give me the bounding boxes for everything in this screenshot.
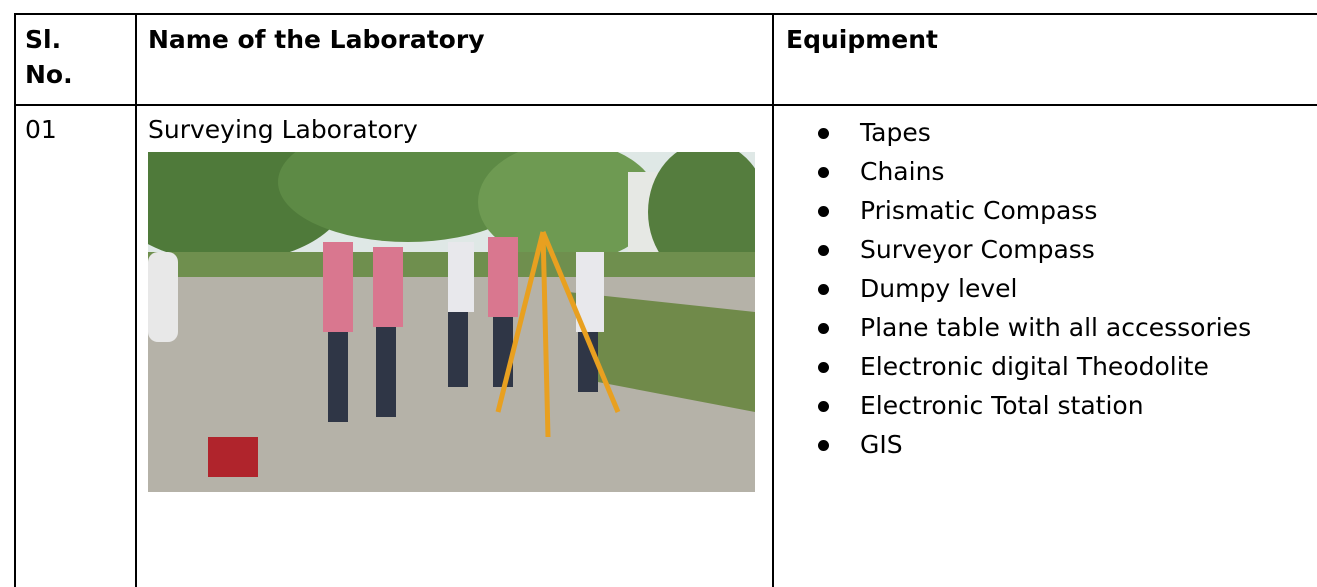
- header-cell: Equipment: [786, 25, 938, 54]
- lab-name: Surveying Laboratory: [148, 115, 418, 144]
- equipment-item: GIS: [798, 425, 1304, 464]
- table-border: [14, 13, 16, 587]
- header-cell: Sl. No.: [25, 25, 73, 89]
- table-border: [14, 13, 1317, 15]
- table-border: [14, 104, 1317, 106]
- equipment-list: Tapes Chains Prismatic Compass Surveyor Com…: [798, 113, 1304, 464]
- header-cell: Name of the Laboratory: [148, 25, 485, 54]
- lab-photo: [148, 152, 755, 492]
- equipment-item: Electronic digital Theodolite: [798, 347, 1304, 386]
- table-border: [135, 13, 137, 587]
- equipment-item: Chains: [798, 152, 1304, 191]
- equipment-item: Surveyor Compass: [798, 230, 1304, 269]
- equipment-item: Tapes: [798, 113, 1304, 152]
- equipment-item: Electronic Total station: [798, 386, 1304, 425]
- table-border: [772, 13, 774, 587]
- equipment-cell: Tapes Chains Prismatic Compass Surveyor Com…: [798, 113, 1304, 464]
- equipment-item: Prismatic Compass: [798, 191, 1304, 230]
- equipment-item: Plane table with all accessories: [798, 308, 1304, 347]
- equipment-item: Dumpy level: [798, 269, 1304, 308]
- serial: 01: [25, 115, 57, 144]
